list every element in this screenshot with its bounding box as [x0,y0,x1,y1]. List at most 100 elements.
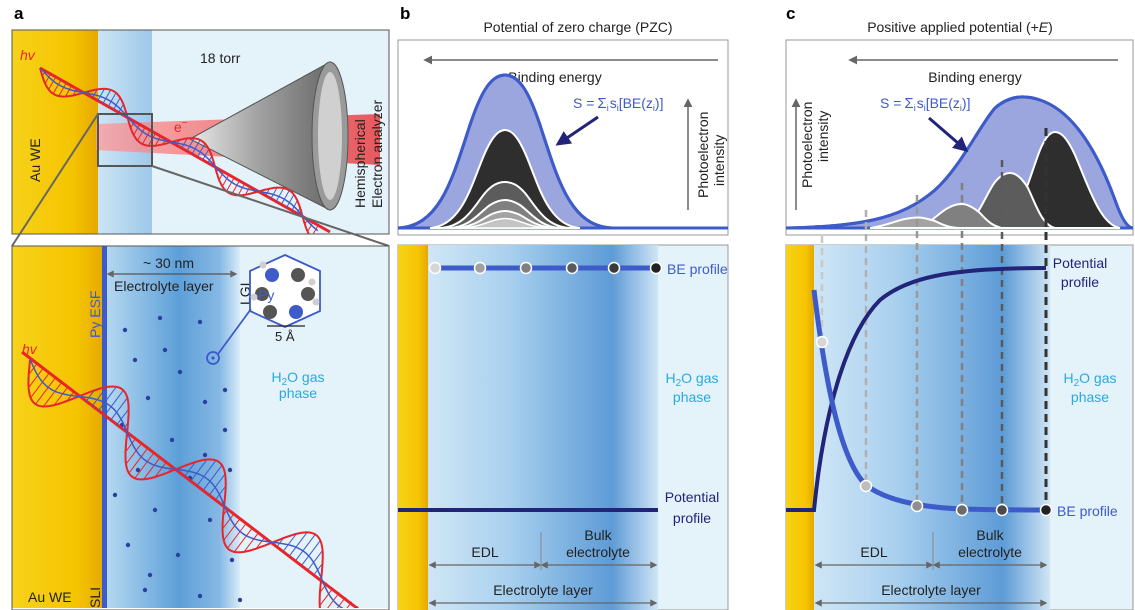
h2o-gas-label-a: H2O gas [271,369,324,388]
ion-dot [145,395,151,401]
experiment-setup [12,30,389,234]
wave-rib [301,540,321,565]
wave-rib [221,174,230,187]
electrolyte-c [814,245,1050,610]
bulk-label-c2: electrolyte [958,544,1022,560]
scale-label: 5 Å [275,329,295,344]
bulk-label-b1: Bulk [584,527,612,543]
ion-dot [202,452,208,458]
wave-rib [118,104,124,113]
wave-rib [233,527,254,553]
wave-rib [72,88,78,96]
pyridine-molecule [206,254,321,365]
wave-rib [202,464,223,491]
analyzer-label-2: Electron analyzer [369,99,385,208]
analyzer-label-1: Hemispherical [352,119,368,208]
ion-dot [112,492,118,498]
wave-rib [319,587,334,607]
wave-rib [128,448,148,474]
electrolyte-layer-label: Electrolyte layer [114,278,214,294]
wave-rib [125,443,142,465]
ion-dot [142,587,148,593]
wave-rib [52,79,62,95]
ion-dot [122,327,128,333]
gold-electrode-c [786,245,814,610]
dashed-guides-c [820,128,1048,510]
wave-rib [103,390,124,417]
gold-electrode [12,30,98,234]
electrolyte-layer-label-c: Electrolyte layer [881,582,981,598]
sli-label: SLI [87,587,103,608]
electrolyte-ions [112,315,243,603]
h2o-phase-label-b: phase [673,389,711,405]
wave-rib [28,364,37,375]
wave-rib [209,473,226,496]
ion-dot [222,427,228,433]
wave-rib [283,533,297,551]
hv-zoom-label: hv [22,341,38,357]
ion-dot [229,557,235,563]
panel-c-letter: c [786,4,795,23]
potential-label-c1: Potential [1053,255,1107,271]
be-profile-points-c [815,335,1053,517]
wave-rib [295,534,316,561]
wave-rib [215,485,227,500]
formula-b: S = Σisi[BE(zi)] [573,95,663,113]
wave-rib [110,397,128,421]
wave-envelope [29,359,344,608]
panel-a: a hv 18 torr e− Au WE Hemispherical Elec… [11,4,390,610]
panel-b: b Potential of zero charge (PZC) Binding… [397,4,729,610]
wave-rib [275,187,285,202]
wave-rib [308,550,323,570]
wave-rib [133,124,141,136]
h2o-phase-label-c: phase [1071,389,1109,405]
photoelectron-label-b2: intensity [711,135,727,186]
edl-label-c: EDL [860,544,887,560]
panel-a-letter: a [14,4,24,23]
wave-rib [227,522,247,549]
zoomed-interface [12,246,389,608]
wave-rib [307,221,314,232]
ion-dot [207,517,213,523]
wave-rib [231,180,240,195]
panel-b-title: Potential of zero charge (PZC) [483,19,672,35]
wave-rib [35,378,56,405]
panel-c: c Positive applied potential (+E) Bindin… [785,4,1134,610]
wave-rib [218,171,225,181]
ion-dot [169,437,175,443]
wave-rib [134,452,155,479]
electron-label: e− [174,118,188,135]
wave-rib [222,513,235,530]
wave-rib [92,89,98,98]
wave-rib [319,582,328,593]
wave-rib [226,177,235,192]
au-we-label: Au WE [27,138,43,182]
wave-envelope [27,359,324,608]
wave-rib [244,186,251,195]
wave-rib [97,88,105,101]
photon-wave-zoom [27,359,359,608]
wave-rib [48,76,57,90]
potential-label-b1: Potential [665,489,719,505]
wave-rib [28,368,43,388]
wave-rib [346,601,353,608]
thickness-label: ~ 30 nm [143,255,194,271]
photon-beam-zoom [21,350,360,608]
electrolyte-layer-label-b: Electrolyte layer [493,582,593,598]
bulk-label-c1: Bulk [976,527,1004,543]
wave-rib [125,438,136,453]
wave-rib [237,183,246,196]
ion-dot [152,507,158,513]
ion-dot [197,319,203,325]
photoelectron-label-c1: Photoelectron [799,102,815,188]
wave-rib [141,129,151,145]
wave-rib [255,536,266,549]
wave-rib [102,89,112,104]
wave-rib [243,531,260,553]
panel-b-letter: b [400,4,410,23]
wave-rib [286,194,295,208]
gold-electrode-zoom [12,246,104,608]
be-profile-label-b: BE profile [667,261,728,277]
wave-rib [116,408,130,426]
